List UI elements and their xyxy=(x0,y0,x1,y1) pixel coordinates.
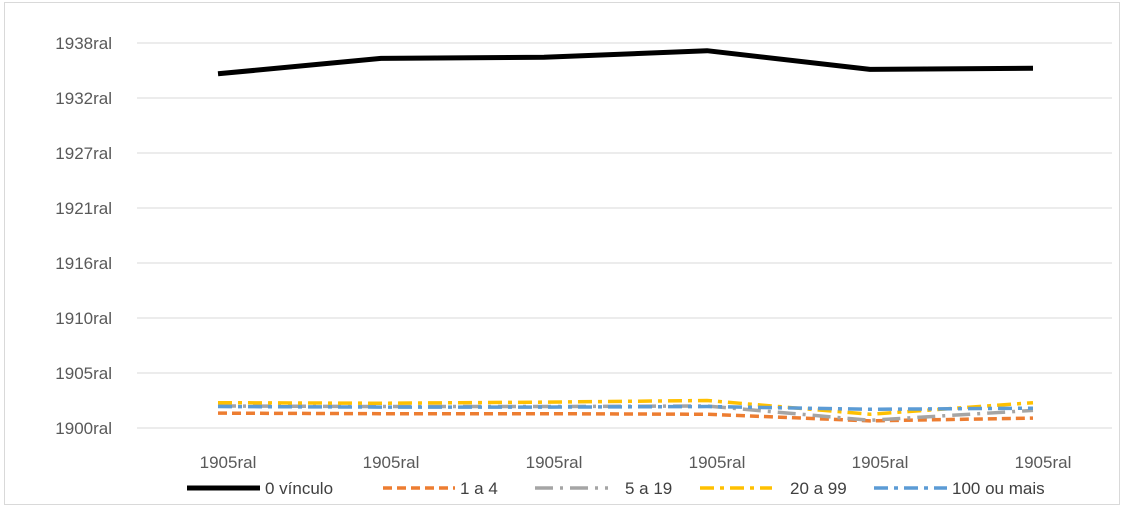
x-tick-label: 1905ral xyxy=(689,453,746,472)
y-tick-label: 1932ral xyxy=(55,89,112,108)
series-line-1 xyxy=(217,411,1034,423)
legend-label-4: 100 ou mais xyxy=(952,479,1045,498)
legend-label-3: 20 a 99 xyxy=(790,479,847,498)
gridlines xyxy=(137,42,1112,429)
legend-label-1: 1 a 4 xyxy=(460,479,498,498)
y-tick-label: 1938ral xyxy=(55,34,112,53)
legend: 0 vínculo 1 a 4 5 a 19 20 a 99 100 ou mais xyxy=(187,479,1045,498)
series-line-0 xyxy=(217,48,1034,77)
x-tick-label: 1905ral xyxy=(200,453,257,472)
series-line-4 xyxy=(217,404,1034,412)
legend-label-0: 0 vínculo xyxy=(265,479,333,498)
x-axis-tick-labels: 1905ral 1905ral 1905ral 1905ral 1905ral 1905r… xyxy=(200,453,1072,472)
y-tick-label: 1905ral xyxy=(55,364,112,383)
x-tick-label: 1905ral xyxy=(1015,453,1072,472)
legend-label-2: 5 a 19 xyxy=(625,479,672,498)
series-line-2 xyxy=(217,404,1034,423)
y-tick-label: 1927ral xyxy=(55,144,112,163)
y-tick-label: 1921ral xyxy=(55,199,112,218)
x-tick-label: 1905ral xyxy=(526,453,583,472)
y-axis-tick-labels: 1938ral 1932ral 1927ral 1921ral 1916ral 1910r… xyxy=(55,34,112,438)
series-lines xyxy=(217,48,1034,423)
y-tick-label: 1900ral xyxy=(55,419,112,438)
x-tick-label: 1905ral xyxy=(852,453,909,472)
y-tick-label: 1910ral xyxy=(55,309,112,328)
x-tick-label: 1905ral xyxy=(363,453,420,472)
y-tick-label: 1916ral xyxy=(55,254,112,273)
